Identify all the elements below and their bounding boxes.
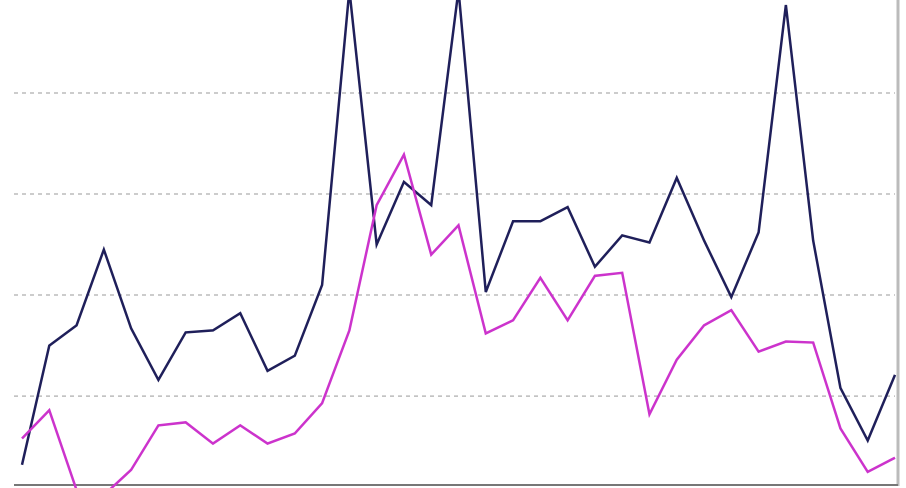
data-line <box>20 0 897 466</box>
data-line <box>21 151 896 488</box>
